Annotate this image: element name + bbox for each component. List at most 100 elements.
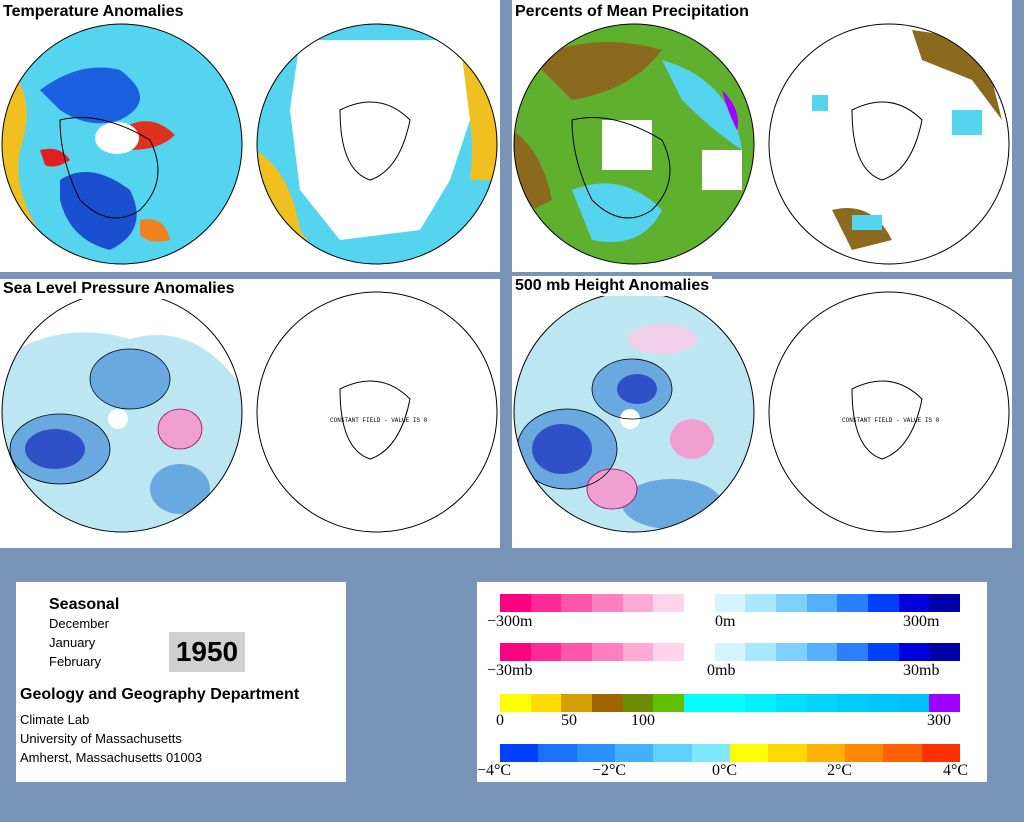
- temp-swatch: [538, 744, 577, 762]
- precipitation-south-hemisphere: [769, 24, 1009, 264]
- temp-label-2: 2°C: [827, 762, 853, 779]
- height-swatch: [500, 594, 531, 612]
- height-label-min: −300m: [487, 613, 533, 630]
- temp-swatch: [729, 744, 769, 762]
- info-box: Seasonal December January February 1950 …: [16, 582, 346, 782]
- height-label-mid: 0m: [715, 613, 736, 630]
- slp-north-hemisphere: [2, 292, 242, 532]
- precip-swatch: [898, 694, 930, 712]
- height-swatch: [806, 594, 838, 612]
- month-december: December: [49, 616, 109, 631]
- pressure-swatch: [868, 643, 899, 661]
- precip-swatch: [837, 694, 869, 712]
- pressure-color-bar: [500, 643, 961, 661]
- height-swatch: [837, 594, 869, 612]
- temp-label-0: 0°C: [712, 762, 738, 779]
- height-swatch: [684, 594, 715, 612]
- temp-swatch: [614, 744, 654, 762]
- temp-swatch: [576, 744, 615, 762]
- height-swatch: [898, 594, 930, 612]
- slp-title: Sea Level Pressure Anomalies: [0, 279, 238, 299]
- precip-swatch: [653, 694, 685, 712]
- temp-label-4: 4°C: [943, 762, 969, 779]
- pressure-swatch: [561, 643, 593, 661]
- height-swatch: [929, 594, 961, 612]
- height-label-max: 300m: [903, 613, 940, 630]
- height-swatch: [714, 594, 746, 612]
- precip-color-bar: [500, 694, 961, 712]
- temp-swatch: [500, 744, 539, 762]
- height500-maps: [513, 291, 1010, 533]
- temp-swatch: [768, 744, 807, 762]
- height-swatch: [776, 594, 807, 612]
- slp-panel: CONSTANT FIELD - VALUE IS 0 Sea Level Pr…: [0, 279, 500, 548]
- temp-swatch: [883, 744, 922, 762]
- height-color-bar: [500, 594, 961, 612]
- month-february: February: [49, 654, 102, 669]
- season-label: Seasonal: [49, 596, 120, 613]
- pressure-swatch: [745, 643, 777, 661]
- month-january: January: [49, 635, 96, 650]
- height500-north-hemisphere: [514, 292, 754, 532]
- precipitation-title: Percents of Mean Precipitation: [512, 2, 752, 22]
- height-swatch: [868, 594, 899, 612]
- precip-swatch: [561, 694, 593, 712]
- pressure-swatch: [684, 643, 715, 661]
- precip-swatch: [929, 694, 961, 712]
- pressure-swatch: [653, 643, 685, 661]
- height500-title: 500 mb Height Anomalies: [512, 276, 713, 296]
- precipitation-maps: [513, 23, 1010, 265]
- pressure-swatch: [929, 643, 961, 661]
- height-swatch: [653, 594, 685, 612]
- precip-swatch: [592, 694, 623, 712]
- slp-south-hemisphere: [257, 292, 497, 532]
- pressure-swatch: [622, 643, 654, 661]
- temp-color-bar: [500, 744, 960, 762]
- pressure-swatch: [530, 643, 562, 661]
- precip-label-300: 300: [927, 712, 951, 729]
- precip-swatch: [776, 694, 807, 712]
- precip-label-100: 100: [631, 712, 655, 729]
- pressure-swatch: [806, 643, 838, 661]
- pressure-swatch: [776, 643, 807, 661]
- precip-swatch: [806, 694, 838, 712]
- height-swatch: [530, 594, 562, 612]
- legend-box: −300m 0m 300m −30mb 0mb 30mb 0 50 100 30…: [477, 582, 987, 782]
- precip-label-50: 50: [561, 712, 577, 729]
- temp-label-neg4: −4°C: [477, 762, 512, 779]
- pressure-swatch: [592, 643, 623, 661]
- precip-swatch: [622, 694, 654, 712]
- precipitation-panel: Percents of Mean Precipitation: [512, 0, 1012, 272]
- precip-swatch: [745, 694, 777, 712]
- temp-swatch: [844, 744, 884, 762]
- height-swatch: [561, 594, 593, 612]
- slp-constant-field-label: CONSTANT FIELD - VALUE IS 0: [330, 417, 428, 424]
- pressure-label-min: −30mb: [487, 662, 533, 679]
- precip-swatch: [500, 694, 531, 712]
- height-swatch: [592, 594, 623, 612]
- temperature-maps: [1, 23, 498, 265]
- temperature-title: Temperature Anomalies: [0, 2, 187, 22]
- department-name: Geology and Geography Department: [20, 686, 300, 703]
- height500-panel: CONSTANT FIELD - VALUE IS 0 500 mb Heigh…: [512, 276, 1012, 548]
- temp-label-neg2: −2°C: [592, 762, 627, 779]
- height-swatch: [622, 594, 654, 612]
- height-swatch: [745, 594, 777, 612]
- precip-swatch: [868, 694, 899, 712]
- pressure-label-max: 30mb: [903, 662, 940, 679]
- temperature-south-hemisphere: [257, 24, 497, 264]
- temp-swatch: [806, 744, 845, 762]
- university-name: University of Massachusetts: [20, 731, 182, 746]
- pressure-swatch: [714, 643, 746, 661]
- lab-name: Climate Lab: [20, 712, 90, 727]
- address: Amherst, Massachusetts 01003: [20, 750, 203, 765]
- slp-maps: [1, 291, 498, 533]
- precip-swatch: [714, 694, 746, 712]
- pressure-swatch: [837, 643, 869, 661]
- height500-south-hemisphere: [769, 292, 1009, 532]
- precip-swatch: [530, 694, 562, 712]
- temp-swatch: [691, 744, 730, 762]
- precip-swatch: [684, 694, 715, 712]
- precip-label-0: 0: [496, 712, 504, 729]
- pressure-swatch: [500, 643, 531, 661]
